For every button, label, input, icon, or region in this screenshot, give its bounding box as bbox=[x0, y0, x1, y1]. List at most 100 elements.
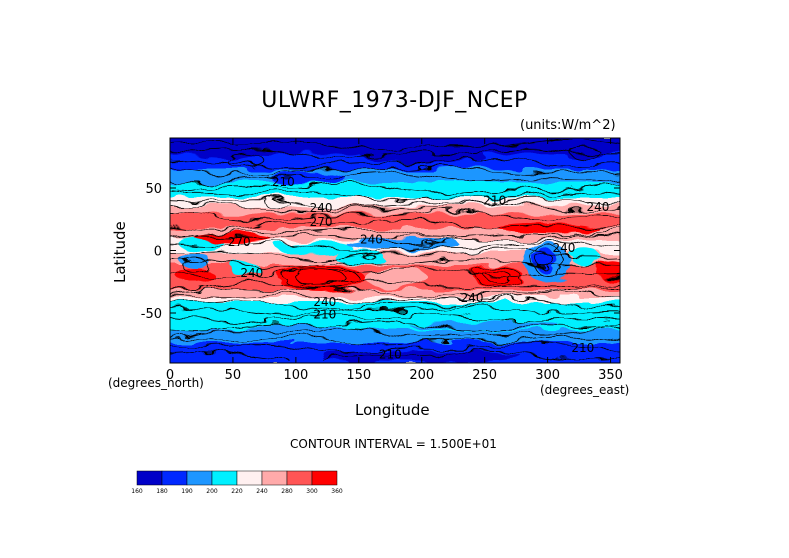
contour-label: 210 bbox=[483, 194, 506, 208]
contour-label: 240 bbox=[360, 232, 383, 246]
y-axis: -50 0 50 bbox=[141, 182, 620, 322]
colorbar-label: 160 bbox=[131, 488, 143, 495]
contour-label: 240 bbox=[313, 295, 336, 309]
field-feature bbox=[421, 166, 523, 180]
contour-label: 210 bbox=[571, 341, 594, 355]
contour-line bbox=[170, 279, 620, 290]
x-units-label: (degrees_east) bbox=[540, 383, 630, 397]
field-feature bbox=[553, 143, 617, 158]
x-tick-label: 50 bbox=[225, 368, 242, 383]
contour-label: 270 bbox=[228, 235, 251, 249]
x-axis-label: Longitude bbox=[355, 401, 430, 419]
contour-line bbox=[170, 257, 620, 269]
field-feature bbox=[182, 143, 284, 158]
colorbar-label: 300 bbox=[306, 488, 318, 495]
contour-loop bbox=[295, 271, 347, 285]
contour-line bbox=[170, 350, 620, 361]
x-axis: 0 50 100 150 200 250 300 350 bbox=[166, 138, 623, 383]
x-tick-label: 250 bbox=[472, 368, 497, 383]
field-feature bbox=[276, 241, 353, 255]
contour-loop bbox=[474, 266, 521, 285]
field-feature bbox=[595, 259, 620, 280]
field-feature bbox=[497, 223, 598, 233]
field-feature bbox=[333, 249, 384, 265]
field-feature bbox=[230, 263, 261, 276]
contour-line bbox=[170, 292, 620, 303]
field-feature bbox=[276, 265, 366, 291]
contour-line bbox=[170, 241, 620, 252]
chart-title: ULWRF_1973-DJF_NCEP bbox=[261, 88, 528, 113]
colorbar-swatch bbox=[311, 470, 338, 486]
x-tick-label: 150 bbox=[346, 368, 371, 383]
x-tick-label: 300 bbox=[535, 368, 560, 383]
contour-loop bbox=[226, 153, 265, 168]
contour-label: 240 bbox=[240, 266, 263, 280]
contour-line bbox=[170, 157, 620, 169]
colorbar-label: 220 bbox=[231, 488, 243, 495]
contour-label: 240 bbox=[553, 241, 576, 255]
contour-line bbox=[170, 286, 620, 297]
contour-label: 240 bbox=[310, 201, 333, 215]
x-tick-label: 0 bbox=[166, 368, 174, 383]
contour-label: 210 bbox=[272, 175, 295, 189]
contour-line bbox=[170, 190, 620, 201]
contour-line bbox=[170, 313, 620, 324]
contour-label: 240 bbox=[587, 200, 610, 214]
contour-line bbox=[170, 342, 620, 353]
colorbar-swatch bbox=[186, 470, 213, 486]
outgoing-longwave-field bbox=[170, 138, 620, 363]
contour-loop bbox=[264, 198, 290, 208]
contour-label: 240 bbox=[461, 291, 484, 305]
y-units-label: (degrees_north) bbox=[108, 376, 204, 390]
colorbar-label: 360 bbox=[331, 488, 343, 495]
units-label: (units:W/m^2) bbox=[520, 118, 616, 133]
y-tick-label: 0 bbox=[154, 245, 162, 260]
contour-line bbox=[170, 228, 620, 239]
contour-line bbox=[170, 182, 620, 194]
colorbar: 160 180 190 200 220 240 280 300 360 bbox=[131, 470, 343, 495]
contour-label: 210 bbox=[313, 307, 336, 321]
contour-line bbox=[170, 219, 620, 230]
x-tick-label: 200 bbox=[409, 368, 434, 383]
contour-line bbox=[170, 165, 620, 176]
x-tick-label: 350 bbox=[598, 368, 623, 383]
contour-loop bbox=[532, 245, 564, 276]
colorbar-swatch bbox=[136, 470, 163, 486]
contour-line bbox=[170, 327, 620, 338]
colorbar-swatch bbox=[286, 470, 313, 486]
contour-interval-note: CONTOUR INTERVAL = 1.500E+01 bbox=[290, 437, 497, 451]
contour-line bbox=[170, 335, 620, 346]
contour-line bbox=[170, 138, 620, 150]
contour-line bbox=[170, 248, 620, 260]
field-feature bbox=[365, 268, 429, 288]
y-axis-label: Latitude bbox=[111, 221, 129, 283]
contour-line bbox=[170, 173, 620, 184]
colorbar-label: 200 bbox=[206, 488, 218, 495]
contour-line bbox=[170, 305, 620, 316]
field-feature bbox=[270, 171, 347, 185]
colorbar-label: 280 bbox=[281, 488, 293, 495]
contour-line bbox=[170, 210, 620, 221]
contour-loop bbox=[484, 270, 511, 281]
contour-line bbox=[170, 197, 620, 209]
contour-label: 270 bbox=[310, 215, 333, 229]
colorbar-label: 240 bbox=[256, 488, 268, 495]
y-tick-label: -50 bbox=[141, 307, 162, 322]
contour-loop bbox=[282, 267, 360, 289]
colorbar-swatch bbox=[211, 470, 238, 486]
contour-label: 210 bbox=[379, 347, 402, 361]
contour-line bbox=[170, 298, 620, 310]
contour-loop bbox=[383, 236, 460, 245]
colorbar-swatch bbox=[261, 470, 288, 486]
field-feature bbox=[245, 155, 296, 171]
field-feature bbox=[321, 350, 523, 363]
contour-line bbox=[170, 268, 620, 279]
contour-loop bbox=[537, 252, 554, 269]
colorbar-label: 190 bbox=[181, 488, 193, 495]
x-tick-label: 100 bbox=[283, 368, 308, 383]
contour-loop bbox=[569, 147, 601, 159]
colorbar-swatch bbox=[236, 470, 263, 486]
colorbar-label: 180 bbox=[156, 488, 168, 495]
